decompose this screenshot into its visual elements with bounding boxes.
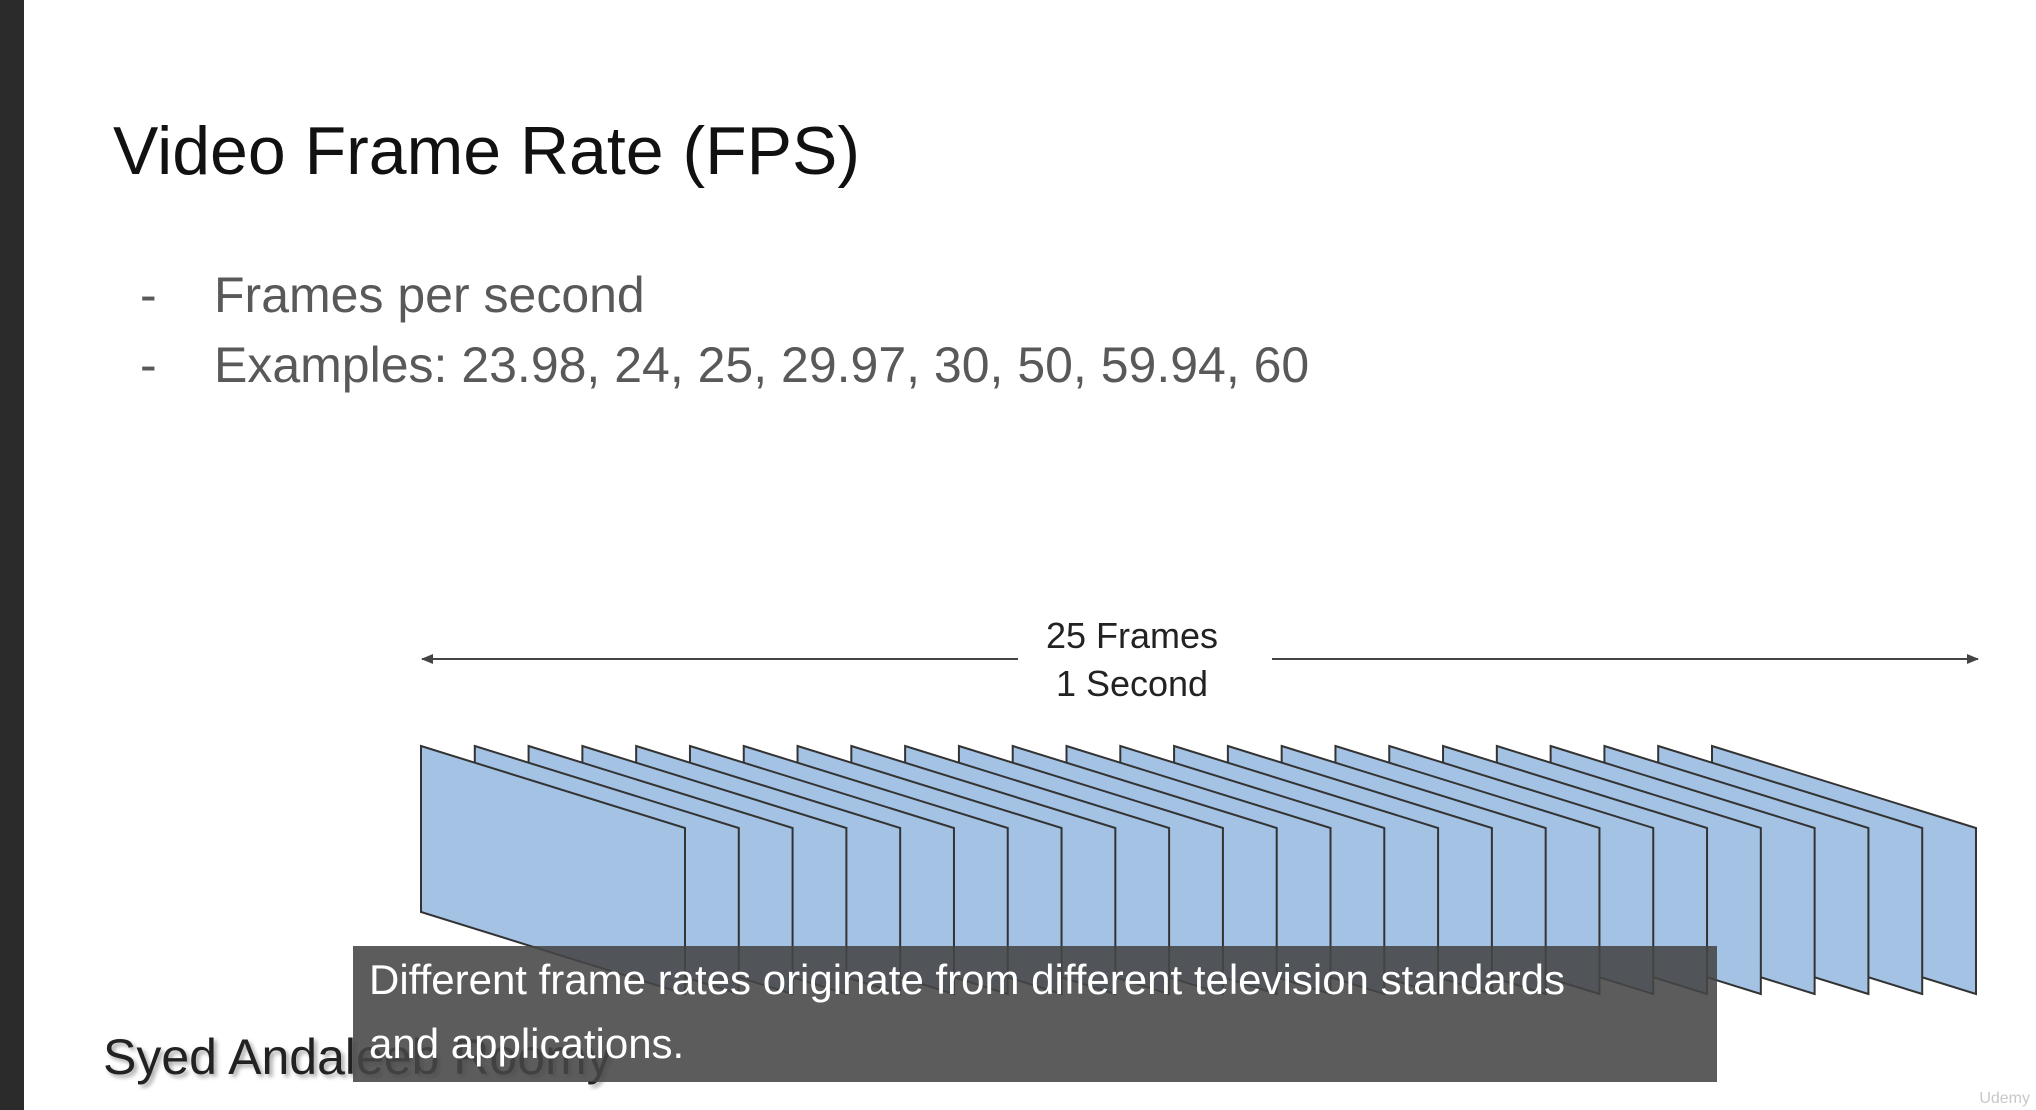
bullet-item: - Frames per second [140,266,1309,336]
left-edge-bar [0,0,24,1110]
bullet-list: - Frames per second - Examples: 23.98, 2… [140,266,1309,406]
caption-line: and applications. [369,1020,685,1067]
bullet-marker: - [140,337,157,393]
bullet-item: - Examples: 23.98, 24, 25, 29.97, 30, 50… [140,336,1309,406]
duration-label: 1 Second [1056,663,1208,704]
bullet-text: Frames per second [214,267,645,323]
frames-group [420,744,1977,996]
slide-title: Video Frame Rate (FPS) [113,113,861,189]
caption-line: Different frame rates originate from dif… [369,956,1566,1003]
subtitle-caption: Different frame rates originate from dif… [353,946,1717,1082]
udemy-logo-icon: Udemy [1979,1090,2030,1107]
frames-label: 25 Frames [1046,615,1218,656]
bullet-marker: - [140,267,157,323]
bullet-text: Examples: 23.98, 24, 25, 29.97, 30, 50, … [214,337,1310,393]
